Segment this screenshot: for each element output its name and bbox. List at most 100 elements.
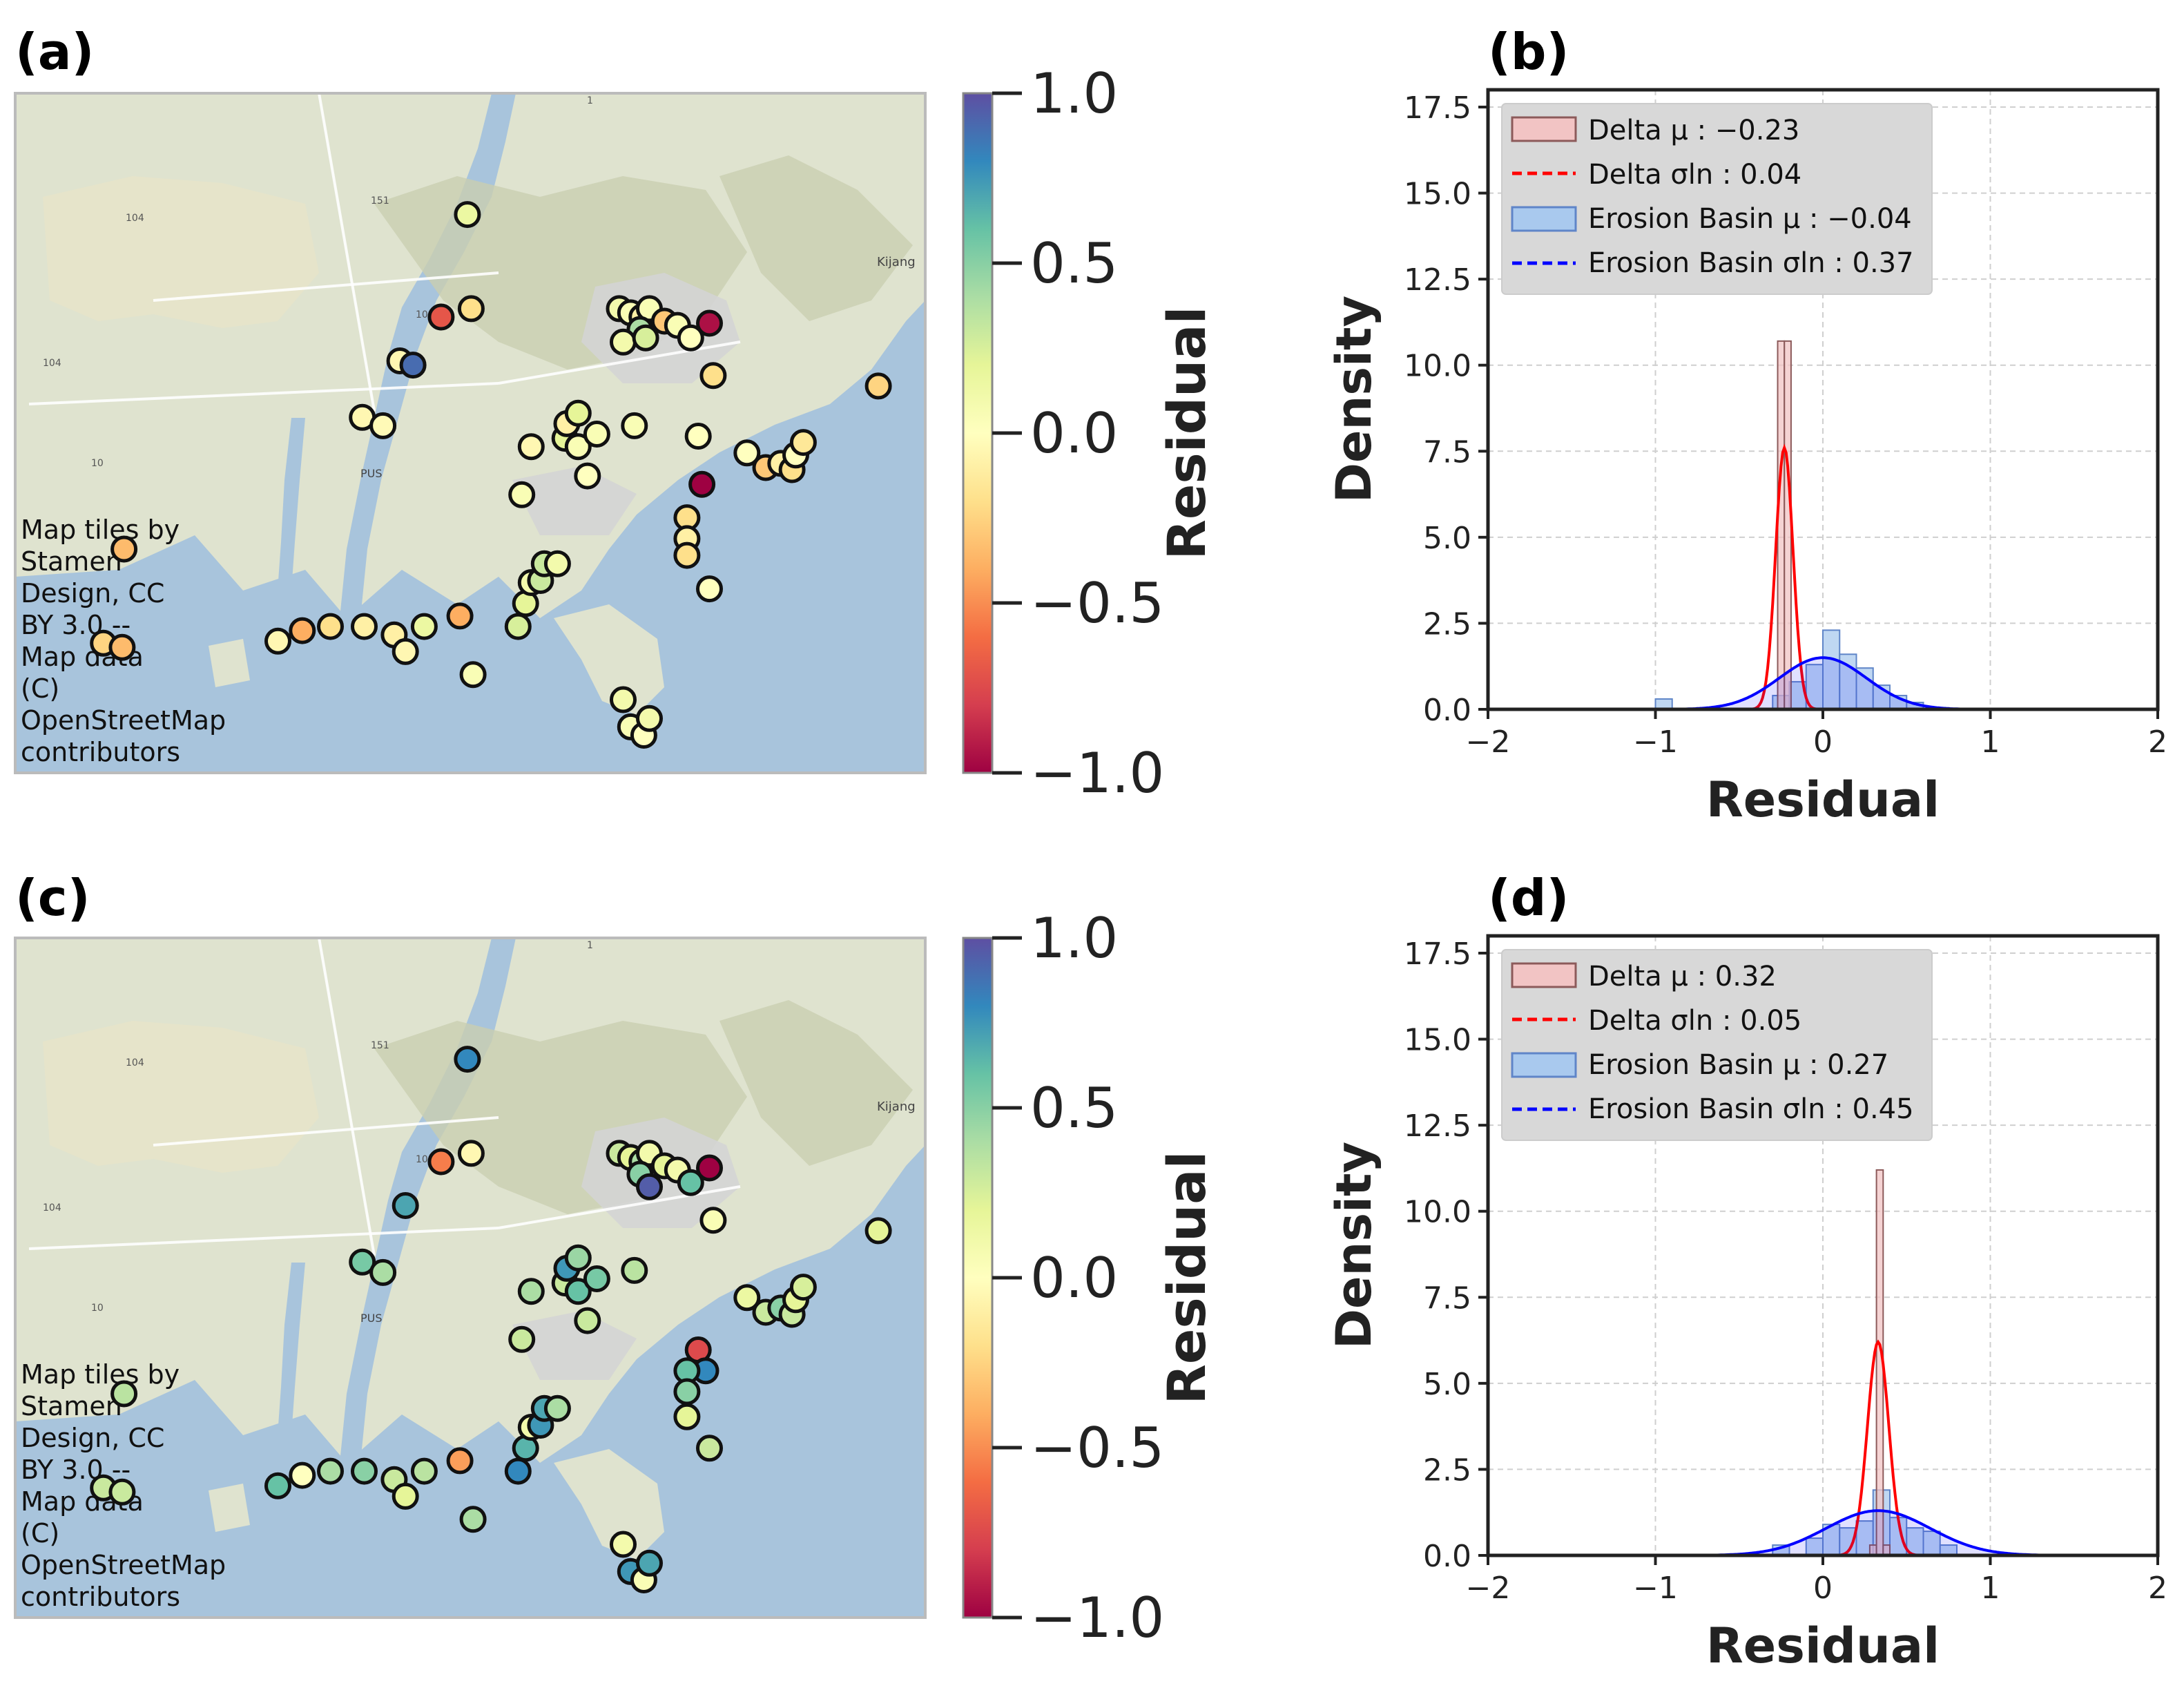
scatter-point	[610, 1531, 637, 1558]
island	[209, 1484, 250, 1532]
scatter-point	[351, 613, 378, 640]
scatter-point	[610, 328, 637, 356]
island	[554, 1449, 664, 1560]
y-tick-label: 12.5	[1404, 262, 1471, 298]
hist-bar	[1777, 340, 1786, 710]
scatter-point	[264, 627, 291, 655]
colorbar-label: Residual	[1156, 306, 1217, 559]
legend-swatch-erosion-hist	[1511, 1052, 1577, 1078]
road	[153, 1116, 499, 1147]
x-tick-label: 2	[2148, 1571, 2167, 1606]
scatter-point	[410, 613, 438, 640]
attribution-line: Stamen	[21, 546, 122, 577]
y-tick-label: 2.5	[1423, 1452, 1471, 1488]
y-tick-label: 7.5	[1423, 1281, 1471, 1316]
y-tick-label: 5.0	[1423, 521, 1471, 556]
scatter-point	[684, 423, 712, 450]
colorbar-tick-label: 0.0	[1030, 1246, 1118, 1310]
scatter-point	[673, 1403, 701, 1430]
x-tick-label: 2	[2148, 725, 2167, 760]
attribution-line: Design, CC	[21, 1423, 164, 1453]
scatter-point	[864, 372, 892, 400]
map-panel-c: 104 10 10 104 151 1 PUS Kijang Map tiles by Sta…	[14, 937, 927, 1619]
scatter-point	[699, 1207, 727, 1234]
density-fill	[1488, 658, 2158, 709]
colorbar-tick-label: −1.0	[1030, 1586, 1164, 1650]
scatter-point	[369, 412, 397, 439]
scatter-point	[673, 541, 701, 569]
map-attribution: Map tiles by Stamen Design, CC BY 3.0 --…	[21, 1359, 226, 1612]
scatter-point	[789, 429, 817, 457]
river-channel	[278, 1263, 305, 1435]
map-city-label: Kijang	[877, 255, 916, 269]
legend-swatch-erosion-hist	[1511, 206, 1577, 232]
legend-box	[1501, 949, 1933, 1141]
scatter-point	[317, 613, 344, 640]
scatter-point	[427, 1148, 455, 1176]
x-tick-label: 0	[1813, 725, 1833, 760]
y-tick-label: 0.0	[1423, 693, 1471, 728]
scatter-point	[677, 1169, 704, 1196]
histogram-b: −2 −1 0 1 2 0.0 2.5 5.0 7.5 10.0 12.5 15.0 17.5 Resi…	[1326, 88, 2167, 828]
legend: Delta μ : −0.23 Delta σln : 0.04 Erosion…	[1501, 103, 1933, 295]
scatter-point	[392, 637, 419, 665]
scatter-point	[733, 439, 761, 467]
island	[209, 639, 250, 687]
plain	[43, 1021, 319, 1173]
scatter-point	[399, 352, 427, 379]
scatter-points-c	[90, 1046, 892, 1593]
scatter-point	[543, 1394, 571, 1422]
axis-ticks: −2 −1 0 1 2 0.0 2.5 5.0 7.5 10.0 12.5 15.0 17.5	[1404, 90, 2167, 760]
y-tick-label: 0.0	[1423, 1539, 1471, 1574]
legend-entry: Erosion Basin σln : 0.45	[1588, 1093, 1914, 1125]
colorbar-tick-label: −1.0	[1030, 741, 1164, 805]
scatter-point	[696, 575, 723, 603]
x-tick-label: −1	[1633, 1571, 1678, 1606]
scatter-point	[688, 470, 716, 498]
attribution-line: OpenStreetMap	[21, 1550, 226, 1580]
colorbar-tick-label: −0.5	[1030, 571, 1164, 635]
attribution-line: Design, CC	[21, 578, 164, 608]
scatter-point	[504, 613, 532, 640]
scatter-point	[574, 1307, 601, 1334]
panel-label-c: (c)	[15, 869, 90, 927]
x-tick-label: 1	[1981, 725, 2000, 760]
y-tick-label: 15.0	[1404, 177, 1471, 212]
scatter-point	[508, 481, 536, 508]
road	[28, 1227, 499, 1250]
scatter-point	[564, 433, 592, 461]
y-tick-label: 5.0	[1423, 1367, 1471, 1402]
map-road-label: 104	[43, 358, 61, 369]
scatter-point	[543, 550, 571, 577]
scatter-point	[349, 1248, 376, 1276]
road	[318, 93, 376, 412]
histogram-d: −2 −1 0 1 2 0.0 2.5 5.0 7.5 10.0 12.5 15.0 17.5 Resi…	[1326, 934, 2167, 1674]
scatter-point	[110, 535, 138, 563]
map-frame	[14, 92, 927, 774]
scatter-point	[673, 1378, 701, 1406]
x-axis-label: Residual	[1706, 1618, 1940, 1674]
scatter-point	[636, 1173, 663, 1200]
scatter-point	[621, 1256, 648, 1284]
map-road-label: 1	[587, 95, 593, 106]
scatter-point	[446, 1447, 474, 1475]
island	[554, 604, 664, 715]
hist-bar	[1784, 340, 1792, 710]
map-panel-a: 104 10 10 104 151 1 PUS Kijang Map tiles by Sta…	[14, 92, 927, 774]
y-tick-label: 17.5	[1404, 90, 1471, 126]
scatter-point	[110, 1380, 138, 1408]
map-road-label: 104	[126, 213, 144, 224]
plain	[43, 176, 319, 328]
attribution-line: (C)	[21, 1518, 59, 1548]
colorbar-tick-label: 1.0	[1030, 61, 1118, 126]
road	[498, 1185, 741, 1229]
scatter-point	[564, 1278, 592, 1305]
scatter-point	[392, 1192, 419, 1219]
map-road-label: 104	[126, 1057, 144, 1068]
map-airport-label: PUS	[360, 467, 383, 480]
panel-label-a: (a)	[15, 23, 94, 81]
panel-label-d: (d)	[1488, 869, 1569, 927]
scatter-point	[864, 1217, 892, 1245]
scatter-point	[677, 324, 704, 352]
